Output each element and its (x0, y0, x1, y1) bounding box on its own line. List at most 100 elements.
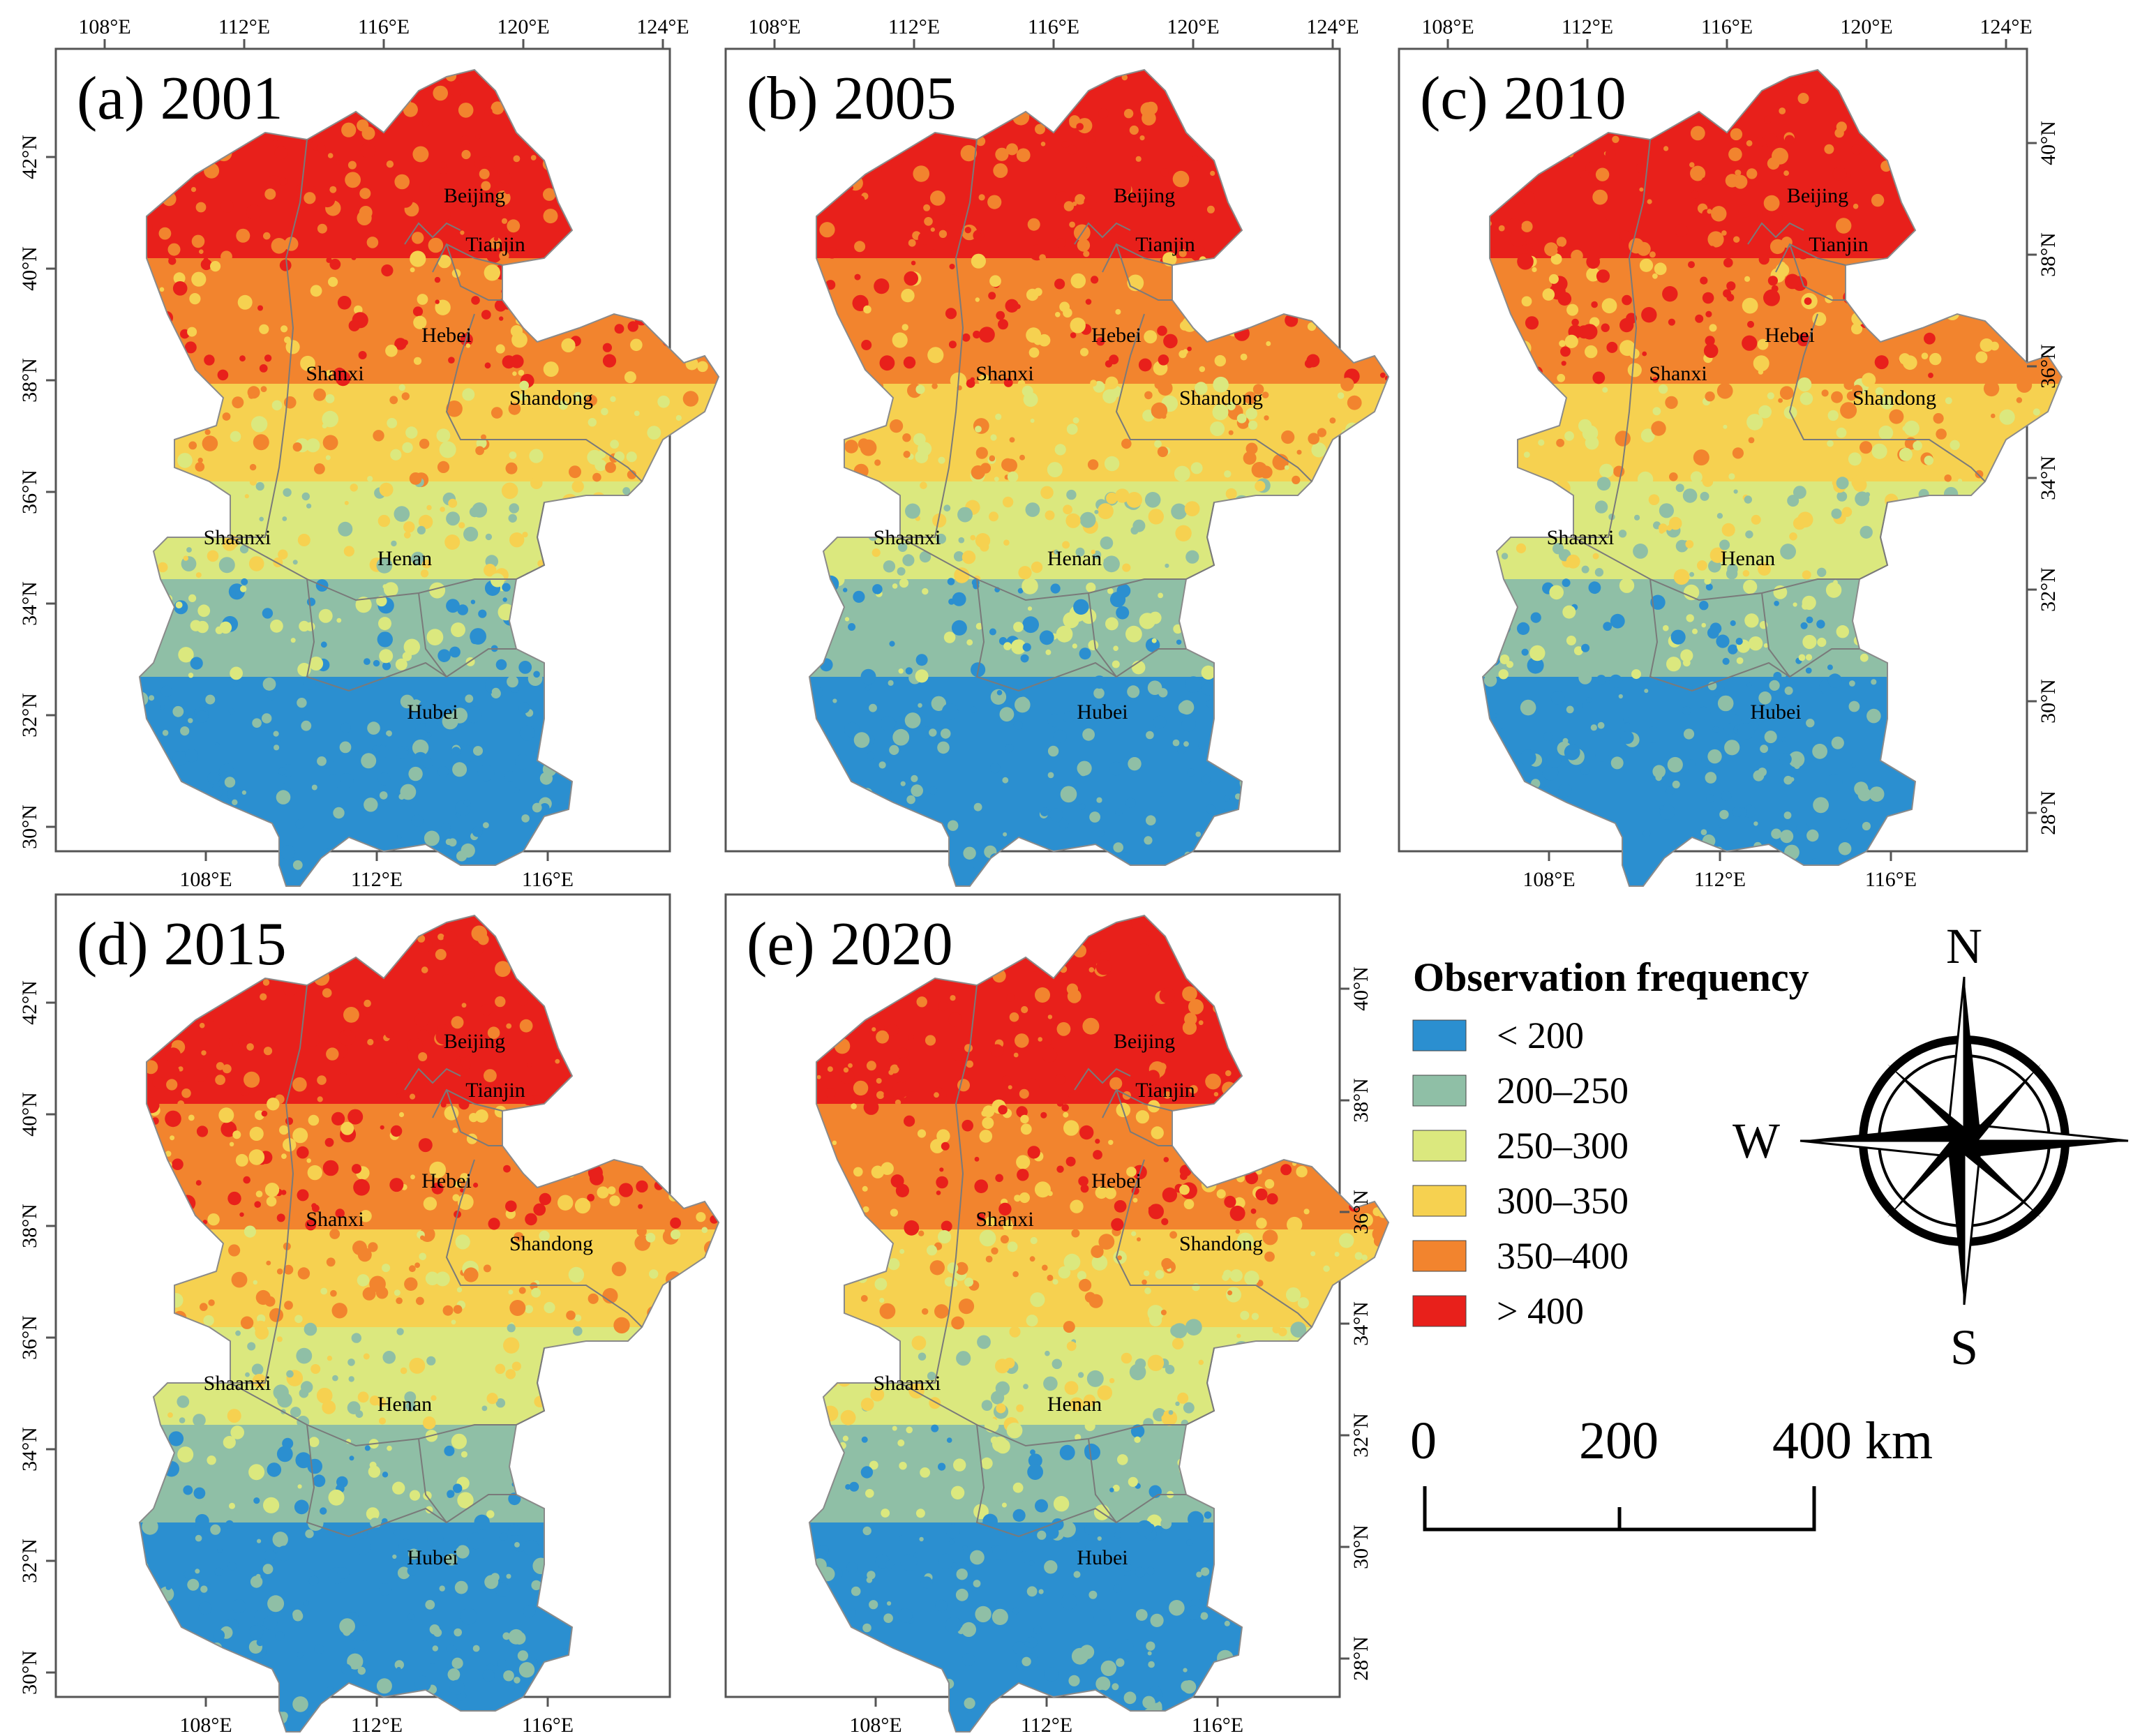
legend-swatch (1412, 1130, 1467, 1162)
longitude-tick-label: 112°E (888, 15, 940, 38)
province-border (404, 1068, 461, 1091)
latitude-tick-label: 32°N (1349, 1413, 1372, 1458)
province-border (900, 139, 978, 538)
province-label: Shanxi (306, 1208, 364, 1231)
longitude-tick-label: 116°E (358, 15, 410, 38)
se-needle (1964, 1141, 2041, 1218)
province-border (1859, 502, 1889, 580)
legend-label: 300–350 (1497, 1180, 1629, 1222)
legend: Observation frequency < 200 200–250 250–30… (1412, 955, 1809, 1332)
province-label: Shandong (509, 1232, 593, 1255)
province-border (1102, 1088, 1173, 1118)
longitude-tick-label: 108°E (748, 15, 800, 38)
legend-label: 350–400 (1497, 1235, 1629, 1277)
scale-bar: 0 200 400 km (1410, 1412, 1933, 1532)
longitude-tick-label: 116°E (1192, 1714, 1243, 1736)
legend-label: > 400 (1497, 1290, 1584, 1332)
province-border (1115, 313, 1214, 440)
map-panel: Beijing Tianjin Hebei Shanxi Shandong Shaanxi… (1398, 15, 2063, 891)
province-label: Henan (1047, 1393, 1102, 1416)
province-label: Hebei (421, 324, 472, 347)
north-needle-dark (1964, 977, 1980, 1141)
latitude-tick-label: 36°N (18, 1315, 41, 1360)
latitude-tick-label: 32°N (18, 1539, 41, 1583)
province-border (1102, 243, 1173, 273)
legend-swatch (1412, 1075, 1467, 1107)
province-border (899, 537, 1186, 601)
province-border (1185, 502, 1215, 580)
province-border (544, 1285, 643, 1328)
province-label: Shaanxi (1547, 526, 1615, 549)
longitude-tick-label: 112°E (218, 15, 270, 38)
latitude-tick-label: 32°N (2037, 567, 2060, 612)
east-needle-dark (1964, 1141, 2128, 1156)
province-label: Hubei (407, 701, 458, 724)
province-border (445, 1159, 544, 1286)
province-border (1887, 439, 1986, 482)
south-needle-dark (1949, 1141, 1964, 1305)
province-label: Shaanxi (204, 526, 271, 549)
ne-needle (1964, 1064, 2041, 1141)
latitude-tick-label: 34°N (2037, 456, 2060, 500)
province-border (230, 139, 308, 538)
sw-needle (1887, 1141, 1964, 1218)
province-label: Henan (1047, 547, 1102, 570)
longitude-tick-label: 108°E (1421, 15, 1474, 38)
province-border (1116, 244, 1172, 301)
province-label: Henan (1721, 547, 1775, 570)
province-border (516, 1347, 546, 1426)
latitude-tick-label: 38°N (18, 1204, 41, 1248)
latitude-tick-label: 30°N (2037, 679, 2060, 724)
latitude-tick-label: 28°N (1349, 1636, 1372, 1681)
province-label: Shaanxi (874, 1372, 941, 1395)
legend-swatch (1412, 1295, 1467, 1327)
latitude-tick-label: 42°N (18, 135, 41, 179)
province-label: Hubei (1077, 701, 1128, 724)
province-border (445, 313, 544, 440)
longitude-tick-label: 120°E (1840, 15, 1892, 38)
panel-label: (b) 2005 (747, 65, 957, 133)
compass-rose: N S E W (1733, 918, 2129, 1375)
province-border (1185, 1347, 1215, 1426)
latitude-tick-label: 40°N (2037, 121, 2060, 165)
province-border (1116, 1089, 1172, 1146)
province-border (1115, 1159, 1214, 1286)
province-border (306, 1424, 447, 1538)
province-label: Shanxi (1649, 362, 1707, 385)
province-label: Hubei (1750, 701, 1801, 724)
longitude-tick-label: 112°E (351, 868, 403, 891)
province-border (544, 439, 643, 482)
longitude-tick-label: 112°E (1562, 15, 1613, 38)
province-label: Henan (377, 547, 432, 570)
longitude-tick-label: 112°E (351, 1714, 403, 1736)
longitude-tick-label: 112°E (1021, 1714, 1072, 1736)
longitude-tick-label: 120°E (1167, 15, 1219, 38)
province-border (1788, 313, 1887, 440)
longitude-tick-label: 108°E (179, 1714, 232, 1736)
province-label: Shandong (1179, 1232, 1263, 1255)
latitude-tick-label: 38°N (1349, 1078, 1372, 1123)
province-border (1789, 244, 1846, 301)
province-border (1775, 243, 1846, 273)
panel-label: (a) 2001 (77, 65, 283, 133)
province-border (432, 243, 503, 273)
province-label: Hebei (1091, 1169, 1142, 1192)
longitude-tick-label: 120°E (497, 15, 549, 38)
province-border (1573, 139, 1651, 538)
province-border (1573, 537, 1860, 601)
province-border (1747, 222, 1804, 245)
legend-swatch (1412, 1019, 1467, 1052)
longitude-tick-label: 124°E (636, 15, 689, 38)
panel-label: (e) 2020 (747, 911, 953, 978)
province-label: Beijing (1787, 184, 1848, 207)
province-border (404, 222, 461, 245)
longitude-tick-label: 116°E (522, 1714, 574, 1736)
latitude-tick-label: 34°N (18, 1427, 41, 1472)
map-panel: Beijing Tianjin Hebei Shanxi Shandong Shaanxi… (724, 893, 1389, 1736)
province-label: Shaanxi (204, 1372, 271, 1395)
scale-bar-line (1423, 1486, 1816, 1532)
province-border (446, 1089, 502, 1146)
province-label: Beijing (444, 1030, 505, 1053)
province-border (975, 1424, 1117, 1538)
province-label: Hubei (1077, 1546, 1128, 1569)
